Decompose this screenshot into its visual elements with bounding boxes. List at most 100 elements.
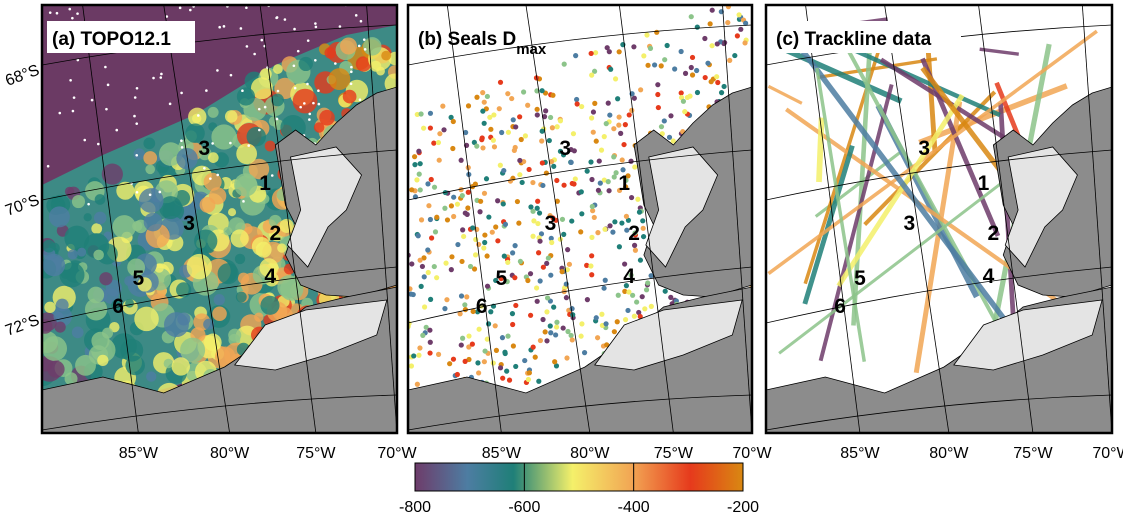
- panel-frame: [764, 3, 1114, 435]
- sounding-dot: [276, 89, 280, 93]
- seal-dive-dot: [563, 295, 570, 301]
- region-label: 1: [978, 172, 990, 195]
- graticule-longitude: [525, 5, 591, 433]
- sounding-dot: [133, 114, 136, 118]
- seal-dive-dot: [623, 283, 630, 289]
- sounding-dot: [334, 62, 337, 65]
- bathymetry-blob: [213, 294, 225, 306]
- seal-dive-dot: [689, 72, 696, 78]
- sounding-dot: [303, 102, 306, 105]
- seal-dive-dot: [509, 311, 516, 317]
- bathymetry-blob: [101, 163, 123, 185]
- seal-dive-dot: [628, 158, 634, 164]
- panel-title: (a) TOPO12.1: [52, 29, 171, 50]
- graticule-longitude: [366, 5, 397, 433]
- bathymetry-blob: [143, 137, 156, 150]
- region-label: 3: [918, 137, 930, 160]
- seal-dive-dot: [694, 67, 700, 74]
- graticule-longitude: [978, 5, 1034, 433]
- seal-dive-dot: [499, 335, 506, 341]
- sounding-dot: [242, 200, 245, 203]
- sounding-dot: [135, 153, 139, 157]
- seal-dive-dot: [482, 239, 488, 246]
- seal-dive-dot: [532, 354, 538, 360]
- seal-dive-dot: [458, 157, 464, 163]
- sounding-dot: [241, 89, 244, 93]
- seal-dive-dot: [465, 165, 471, 171]
- colorbar-tick-label: -800: [399, 499, 431, 516]
- seal-dive-dot: [584, 262, 590, 268]
- seal-dive-dot: [621, 141, 627, 148]
- seal-dive-dot: [537, 337, 544, 344]
- seal-dive-dot: [578, 229, 584, 235]
- seal-dive-dot: [528, 204, 534, 210]
- seal-dive-dot: [622, 261, 628, 267]
- seal-dive-dot: [644, 32, 650, 38]
- sounding-dot: [312, 101, 315, 105]
- seal-dive-dot: [420, 332, 426, 338]
- seal-dive-dot: [470, 308, 476, 315]
- seal-dive-dot: [623, 184, 629, 190]
- seal-dive-dot: [709, 43, 715, 49]
- seal-dive-dot: [702, 74, 708, 81]
- seal-dive-dot: [521, 89, 527, 95]
- seal-dive-dot: [561, 182, 567, 188]
- bathymetry-blob: [42, 239, 56, 253]
- seal-dive-dot: [421, 125, 427, 131]
- seal-dive-dot: [427, 327, 433, 333]
- seal-dive-dot: [466, 333, 472, 339]
- seal-dive-dot: [537, 238, 543, 244]
- ice-shelf: [645, 146, 719, 268]
- seal-dive-dot: [645, 280, 651, 286]
- ship-track: [785, 107, 1107, 337]
- seal-dive-dot: [525, 277, 531, 284]
- seal-dive-dot: [488, 126, 494, 132]
- sounding-dot: [180, 146, 184, 149]
- ice-shelf: [286, 146, 362, 268]
- longitude-label: 70°W: [377, 445, 417, 462]
- sounding-dot: [317, 102, 321, 106]
- bathymetry-blob: [277, 243, 287, 253]
- seal-dive-dot: [590, 129, 596, 135]
- seal-dive-dot: [631, 313, 637, 319]
- seal-dive-dot: [581, 350, 588, 356]
- seal-dive-dot: [535, 198, 541, 204]
- seal-dive-dot: [625, 217, 632, 223]
- seal-dive-dot: [574, 96, 580, 103]
- seal-dive-dot: [588, 50, 594, 57]
- bathymetry-blob: [133, 148, 146, 161]
- sounding-dot: [189, 8, 192, 12]
- seal-dive-dot: [557, 148, 564, 154]
- bathymetry-blob: [254, 312, 264, 322]
- seal-dive-dot: [462, 302, 468, 308]
- seal-dive-dot: [559, 216, 566, 222]
- seal-dive-dot: [466, 356, 472, 363]
- seal-dive-dot: [510, 321, 516, 328]
- bathymetry-blob: [342, 89, 357, 104]
- map-panel: [408, 5, 752, 433]
- seal-dive-dot: [467, 263, 474, 270]
- sounding-dot: [135, 122, 139, 125]
- ship-track: [851, 44, 873, 326]
- seal-dive-dot: [434, 214, 440, 220]
- bathymetry-blob: [143, 151, 158, 165]
- seal-dive-dot: [721, 83, 727, 90]
- seal-dive-dot: [605, 179, 611, 185]
- seal-dive-dot: [547, 114, 554, 121]
- sounding-dot: [292, 64, 296, 68]
- panel-frame: [406, 3, 754, 435]
- bathymetry-blob: [77, 247, 87, 257]
- seal-dive-dot: [642, 306, 648, 312]
- bathymetry-blob: [64, 372, 78, 386]
- seal-dive-dot: [623, 213, 630, 219]
- seal-dive-dot: [590, 208, 596, 214]
- seal-dive-dot: [592, 50, 599, 56]
- sounding-dot: [317, 89, 320, 93]
- seal-dive-dot: [510, 250, 516, 256]
- seal-dive-dot: [626, 112, 632, 118]
- seal-dive-dot: [454, 201, 461, 207]
- seal-dive-dot: [478, 198, 484, 204]
- seal-dive-dot: [738, 26, 744, 32]
- seal-dive-dot: [474, 143, 480, 149]
